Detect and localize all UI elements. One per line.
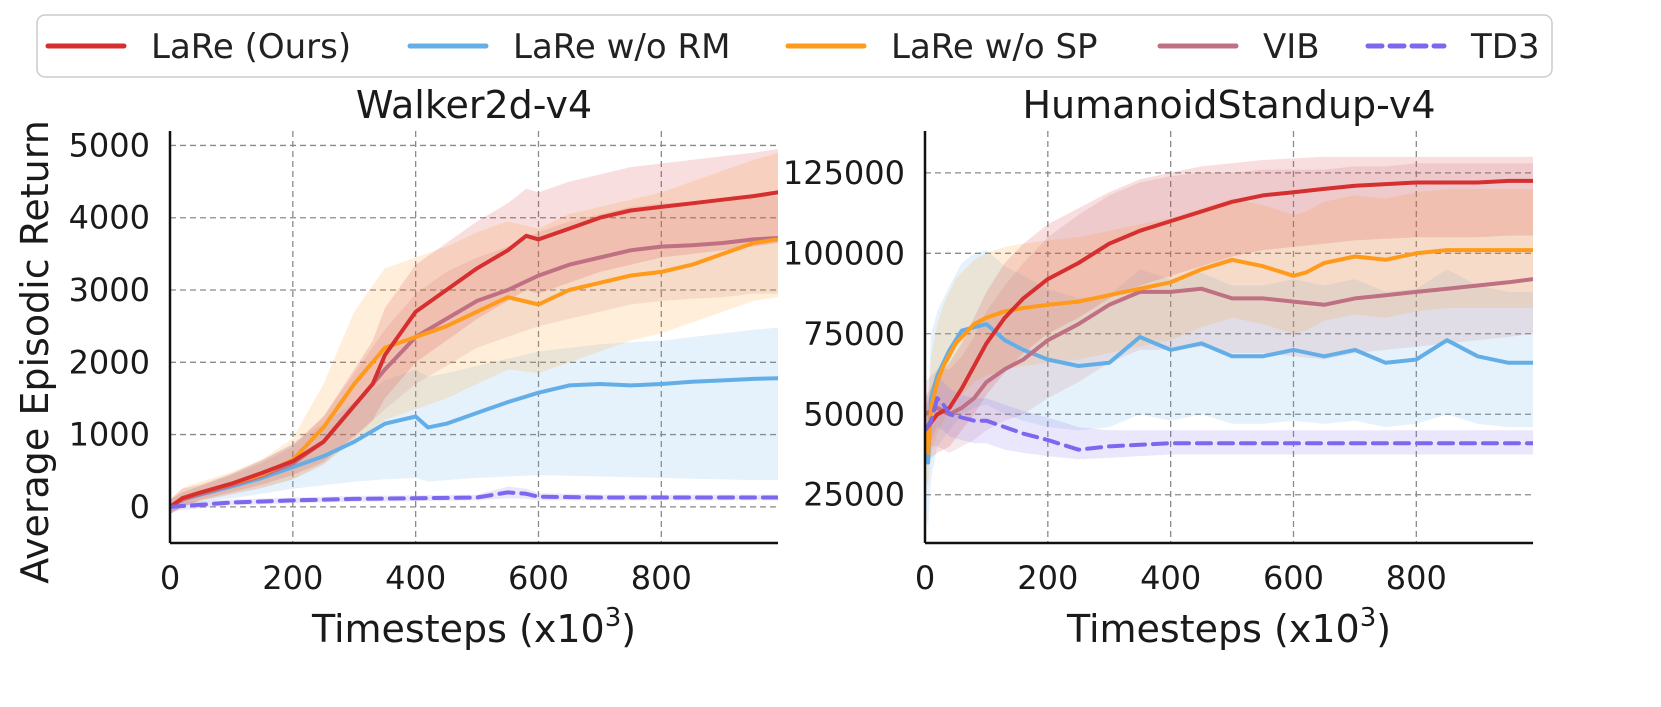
legend: LaRe (Ours) LaRe w/o RM LaRe w/o SP VIB TD3 <box>36 14 1553 78</box>
band-worm <box>170 327 778 515</box>
x-tick-label: 200 <box>1017 559 1078 597</box>
plot-area <box>170 149 778 515</box>
band-worm <box>925 250 1533 527</box>
legend-label-vib: VIB <box>1263 27 1320 67</box>
y-tick-label: 1000 <box>69 416 150 454</box>
x-tick-label: 600 <box>508 559 569 597</box>
x-tick-label: 600 <box>1263 559 1324 597</box>
panel-title: Walker2d-v4 <box>356 83 592 127</box>
series-line-td3 <box>170 490 778 509</box>
x-tick-label: 400 <box>1140 559 1201 597</box>
y-tick-label: 4000 <box>69 199 150 237</box>
x-tick-label: 200 <box>262 559 323 597</box>
y-tick-label: 25000 <box>803 476 905 514</box>
band-td3 <box>170 486 778 512</box>
legend-label-worm: LaRe w/o RM <box>513 27 730 67</box>
band-wosp <box>170 152 778 515</box>
y-tick-label: 5000 <box>69 126 150 164</box>
x-axis-label: Timesteps (x103) <box>1066 603 1391 651</box>
y-tick-label: 50000 <box>803 395 905 433</box>
band-td3 <box>925 375 1533 460</box>
y-axis-label: Average Episodic Return <box>13 120 57 584</box>
panel-humanoidstandup: HumanoidStandup-v4 25000 50000 75000 100000 1… <box>783 83 1533 651</box>
series-line-lare <box>170 190 778 509</box>
x-axis-label: Timesteps (x103) <box>311 603 636 651</box>
x-tick-label: 0 <box>160 559 180 597</box>
panel-walker2d: Walker2d-v4 0 1000 2000 3000 4000 5000 0 200 400 6… <box>69 83 778 651</box>
panel-title: HumanoidStandup-v4 <box>1022 83 1435 127</box>
series-line-td3 <box>925 396 1533 452</box>
plot-area <box>925 156 1533 527</box>
band-lare <box>170 149 778 515</box>
y-tick-label: 3000 <box>69 271 150 309</box>
y-tick-label: 0 <box>130 488 150 526</box>
legend-label-wosp: LaRe w/o SP <box>891 27 1098 67</box>
y-tick-label: 100000 <box>783 234 905 272</box>
y-tick-label: 125000 <box>783 154 905 192</box>
x-tick-label: 0 <box>915 559 935 597</box>
x-tick-label: 400 <box>385 559 446 597</box>
x-tick-label: 800 <box>631 559 692 597</box>
band-vib <box>925 163 1533 453</box>
band-lare <box>925 156 1533 463</box>
series-line-lare <box>925 178 1533 433</box>
series-line-wosp <box>925 248 1533 455</box>
y-tick-label: 75000 <box>803 315 905 353</box>
legend-label-td3: TD3 <box>1470 27 1540 67</box>
y-tick-label: 2000 <box>69 343 150 381</box>
x-tick-label: 800 <box>1386 559 1447 597</box>
legend-label-lare: LaRe (Ours) <box>151 27 351 67</box>
series-line-vib <box>925 277 1533 417</box>
